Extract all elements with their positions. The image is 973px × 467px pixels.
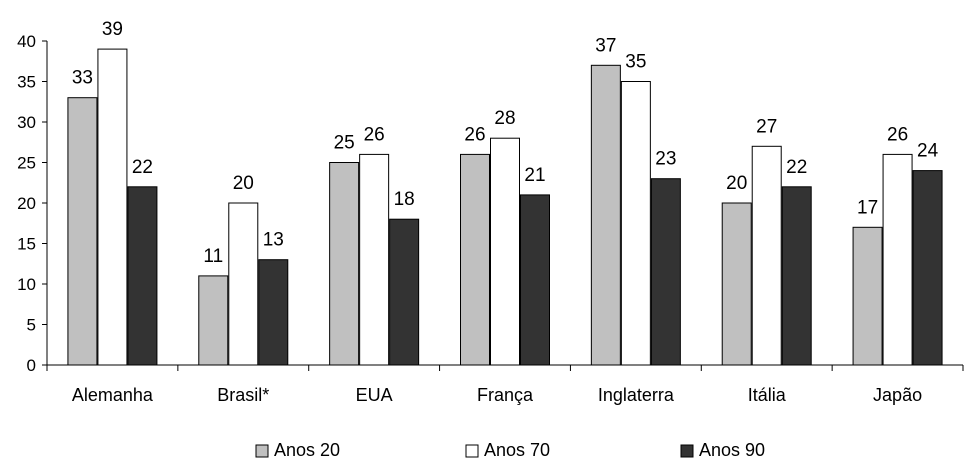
x-category-label: França <box>477 385 534 405</box>
data-label: 11 <box>203 246 223 267</box>
bar-anos-70 <box>228 202 259 366</box>
x-category-label: Japão <box>873 385 922 405</box>
y-tick-label: 40 <box>17 32 36 51</box>
data-label: 26 <box>464 124 485 145</box>
legend-label: Anos 70 <box>484 440 550 460</box>
y-tick-label: 35 <box>17 73 36 92</box>
y-axis-ticks: 0 5 10 15 20 25 30 35 40 <box>17 32 47 375</box>
bar-anos-20 <box>721 202 752 366</box>
bar-anos-70 <box>751 145 782 366</box>
legend-label: Anos 90 <box>699 440 765 460</box>
y-tick-label: 30 <box>17 113 36 132</box>
data-label: 17 <box>857 197 878 218</box>
data-label: 24 <box>917 141 939 162</box>
data-label: 28 <box>494 108 515 129</box>
x-category-label: Itália <box>748 385 787 405</box>
bar-anos-20 <box>198 275 229 366</box>
data-label: 33 <box>72 68 93 89</box>
bar-anos-20 <box>67 97 98 366</box>
bar-anos-70 <box>490 137 520 366</box>
y-tick-label: 10 <box>17 275 36 294</box>
y-tick-label: 0 <box>27 356 36 375</box>
data-label: 18 <box>394 189 415 210</box>
x-category-label: Brasil* <box>217 385 269 405</box>
y-tick-label: 5 <box>27 316 36 335</box>
y-tick-label: 20 <box>17 194 36 213</box>
bar-anos-90 <box>912 170 943 366</box>
x-category-label: Inglaterra <box>598 385 675 405</box>
legend-swatch <box>680 444 694 458</box>
x-axis-categories: Alemanha Brasil* EUA França Inglaterra Itália… <box>72 385 922 405</box>
x-category-label: Alemanha <box>72 385 154 405</box>
data-labels: 33 39 22 11 20 13 25 26 18 26 28 21 37 35 23 20 27 22 17 26… <box>72 19 939 267</box>
legend-swatch <box>255 444 269 458</box>
data-label: 39 <box>102 19 123 40</box>
bar-anos-70 <box>97 48 128 366</box>
y-tick-label: 15 <box>17 235 36 254</box>
data-label: 21 <box>524 165 545 186</box>
data-label: 25 <box>334 133 355 154</box>
bar-anos-70 <box>882 153 913 366</box>
bar-anos-20 <box>590 64 621 366</box>
bar-anos-90 <box>258 259 289 366</box>
bar-anos-90 <box>127 186 158 366</box>
x-category-label: EUA <box>356 385 393 405</box>
data-label: 22 <box>132 157 153 178</box>
legend-swatch <box>465 444 479 458</box>
bar-anos-70 <box>620 81 651 366</box>
data-label: 26 <box>887 124 908 145</box>
bar-anos-90 <box>650 178 681 366</box>
data-label: 22 <box>786 157 807 178</box>
legend-label: Anos 20 <box>274 440 340 460</box>
bar-anos-20 <box>852 226 883 366</box>
data-label: 20 <box>726 173 747 194</box>
data-label: 20 <box>233 173 254 194</box>
bar-anos-90 <box>389 218 420 366</box>
bar-anos-70 <box>359 153 390 366</box>
data-label: 26 <box>364 124 385 145</box>
legend: Anos 20 Anos 70 Anos 90 <box>255 440 765 460</box>
bar-anos-90 <box>520 194 550 366</box>
data-label: 13 <box>263 230 284 251</box>
bar-anos-20 <box>460 153 490 366</box>
bar-anos-20 <box>329 162 360 366</box>
data-label: 37 <box>595 35 616 56</box>
data-label: 35 <box>625 52 646 73</box>
bar-anos-90 <box>781 186 812 366</box>
y-tick-label: 25 <box>17 154 36 173</box>
data-label: 27 <box>756 116 777 137</box>
bars <box>67 48 943 366</box>
data-label: 23 <box>655 149 676 170</box>
